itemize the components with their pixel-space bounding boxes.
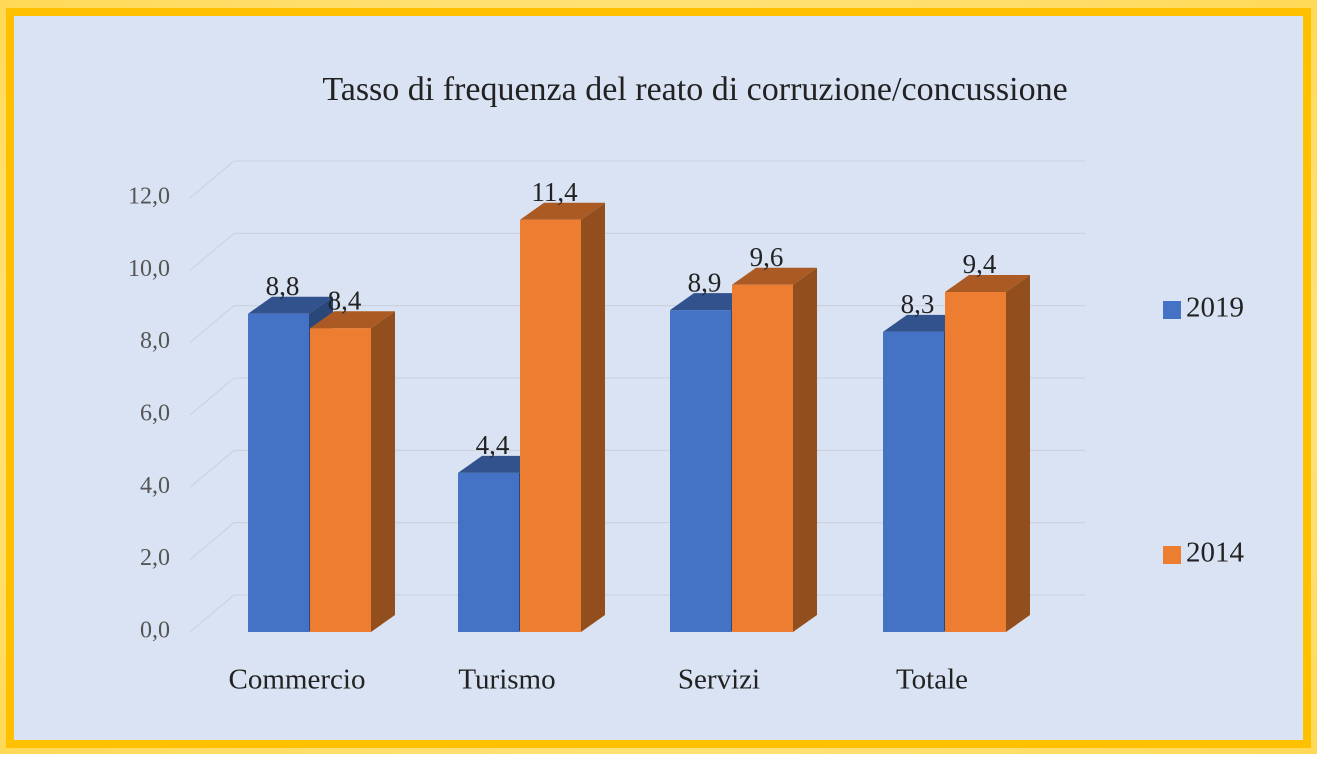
y-tick-label: 8,0 xyxy=(140,328,170,354)
x-tick-label: Totale xyxy=(896,664,968,696)
grid-line xyxy=(189,232,1085,271)
data-label: 8,8 xyxy=(266,271,300,301)
bar xyxy=(670,310,731,632)
data-label: 8,3 xyxy=(901,289,935,319)
y-tick-label: 2,0 xyxy=(140,545,170,571)
x-tick-label: Servizi xyxy=(678,664,760,696)
data-label: 9,6 xyxy=(750,242,784,272)
bar xyxy=(310,328,371,632)
x-tick-label: Turismo xyxy=(458,664,555,696)
y-tick-label: 6,0 xyxy=(140,401,170,427)
legend-label: 2014 xyxy=(1186,537,1245,569)
bar-top xyxy=(520,202,605,220)
data-label: 9,4 xyxy=(963,249,997,279)
bar-top xyxy=(248,296,333,314)
legend-swatch xyxy=(1163,301,1181,319)
bar xyxy=(883,331,944,632)
legend-label: 2019 xyxy=(1186,292,1244,324)
bar xyxy=(248,313,309,632)
data-label: 4,4 xyxy=(476,430,510,460)
y-tick-label: 12,0 xyxy=(128,184,170,210)
data-label: 11,4 xyxy=(531,177,578,207)
x-tick-label: Commercio xyxy=(229,664,366,696)
legend-swatch xyxy=(1163,546,1181,564)
bar xyxy=(945,292,1006,632)
data-label: 8,4 xyxy=(328,285,362,315)
bar xyxy=(732,284,793,632)
y-tick-label: 4,0 xyxy=(140,473,170,499)
bar-side xyxy=(1006,275,1030,632)
bar-side xyxy=(793,267,817,632)
bar xyxy=(458,472,519,632)
bar-side xyxy=(371,311,395,632)
data-label: 8,9 xyxy=(688,267,722,297)
bar-top xyxy=(945,275,1030,293)
bar-top xyxy=(732,267,817,285)
grid-line xyxy=(189,160,1085,199)
bar-side xyxy=(581,202,605,632)
y-tick-label: 0,0 xyxy=(140,618,170,644)
bar-top xyxy=(310,311,395,329)
bar xyxy=(520,219,581,632)
y-tick-label: 10,0 xyxy=(128,256,170,282)
chart-title: Tasso di frequenza del reato di corruzio… xyxy=(322,71,1067,108)
